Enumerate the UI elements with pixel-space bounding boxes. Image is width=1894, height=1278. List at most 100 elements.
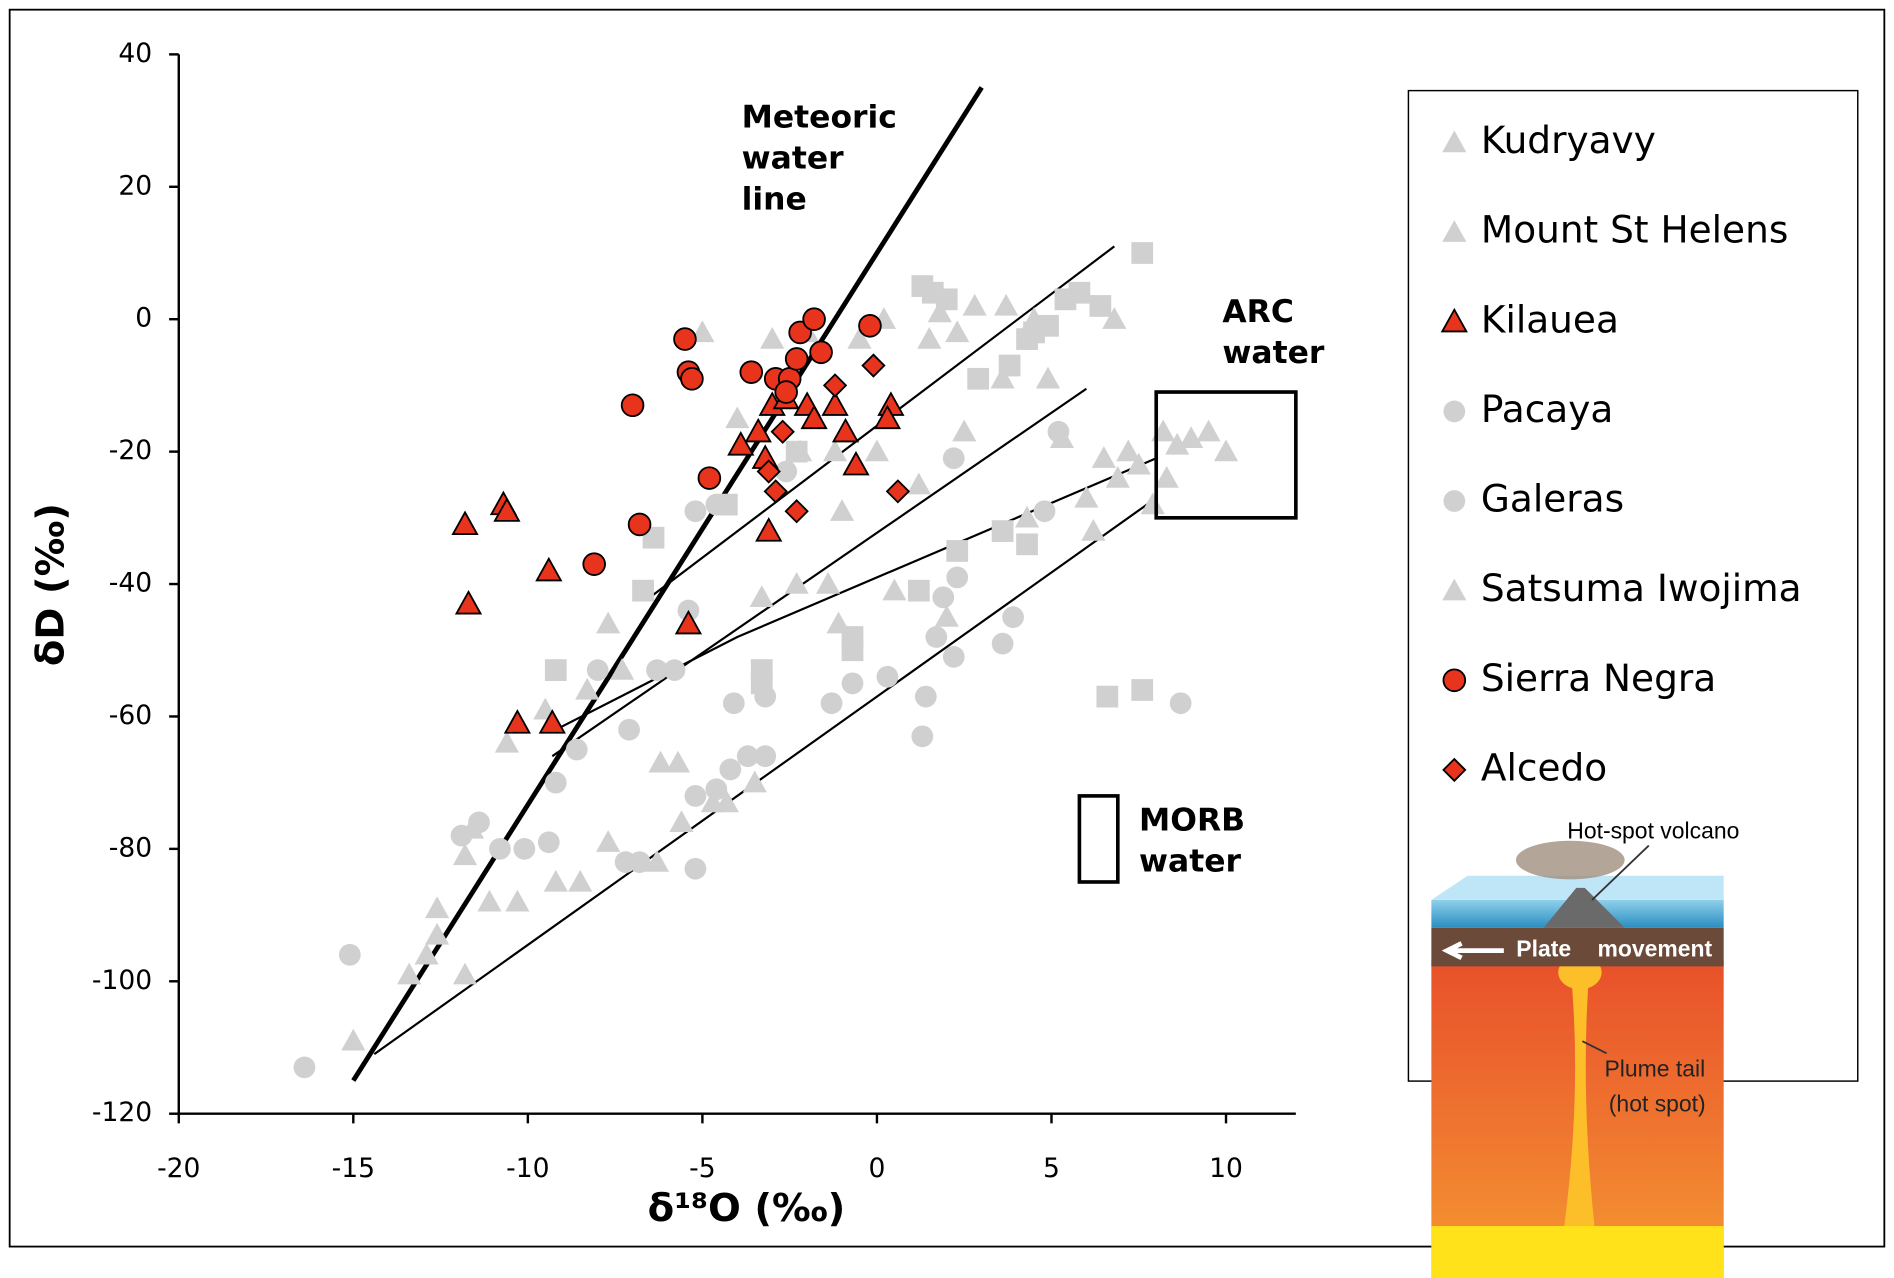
annotation: MORB <box>1139 802 1245 838</box>
y-tick-label: -20 <box>109 435 152 466</box>
point <box>946 540 969 562</box>
point <box>864 439 890 462</box>
point <box>669 810 694 833</box>
point <box>494 730 519 753</box>
point <box>990 366 1015 389</box>
legend-marker <box>1443 400 1466 423</box>
point <box>934 605 959 627</box>
legend-label: Sierra Negra <box>1481 656 1716 700</box>
point <box>544 659 567 681</box>
point <box>684 500 707 523</box>
inset-label: Plate <box>1516 936 1571 962</box>
legend-label: Galeras <box>1481 477 1624 521</box>
annotation: Meteoric <box>742 99 897 135</box>
point <box>338 943 361 966</box>
point <box>991 520 1014 542</box>
point <box>1126 452 1151 475</box>
point <box>727 431 755 456</box>
point <box>680 367 704 391</box>
y-tick-label: -60 <box>109 700 152 731</box>
point <box>906 472 931 495</box>
point <box>1074 485 1099 508</box>
point <box>998 354 1021 377</box>
point <box>1091 446 1116 468</box>
inset-label: movement <box>1597 936 1712 962</box>
point <box>684 785 707 807</box>
annotation: water <box>1139 843 1241 879</box>
point <box>513 838 536 860</box>
x-tick-label: -10 <box>506 1153 549 1184</box>
plot-area: -120 -100 -80 -60 -40 -20 0 20 40 -20 -15 -10 -5 0 5 10… <box>29 38 1802 1231</box>
point <box>543 869 568 892</box>
point <box>744 417 772 443</box>
point <box>719 758 742 781</box>
point <box>942 447 965 470</box>
point <box>1116 439 1141 462</box>
point <box>932 586 955 609</box>
x-tick-label: 0 <box>868 1153 885 1184</box>
point <box>1035 366 1061 389</box>
x-tick-label: -15 <box>332 1153 375 1184</box>
point <box>1016 533 1038 556</box>
point <box>770 419 795 444</box>
y-tick-label: -80 <box>109 832 152 863</box>
point <box>459 816 485 839</box>
ash-cloud <box>1515 840 1625 880</box>
point <box>1165 432 1190 455</box>
inset-label: Plume tail <box>1604 1055 1705 1081</box>
legend-label: Pacaya <box>1481 387 1613 431</box>
point <box>1047 420 1070 443</box>
point <box>952 419 977 442</box>
point <box>1154 466 1179 488</box>
point <box>1037 314 1059 337</box>
point <box>451 510 479 536</box>
y-tick-label: -120 <box>92 1097 152 1128</box>
point <box>861 353 886 378</box>
point <box>736 745 759 768</box>
leader <box>1581 1040 1607 1055</box>
point <box>760 326 785 349</box>
point <box>946 566 969 589</box>
inset-diagram: Hot-spot volcano Plate movement Plume ta… <box>1431 817 1739 1278</box>
point <box>994 293 1019 316</box>
point <box>876 665 899 688</box>
core <box>1431 1226 1724 1278</box>
point <box>1105 466 1130 488</box>
point <box>575 677 600 700</box>
reference-line <box>555 457 1157 731</box>
legend-marker <box>1440 307 1468 333</box>
annotation: water <box>742 140 844 176</box>
point <box>756 459 781 484</box>
y-tick-label: 0 <box>135 303 152 334</box>
point <box>1196 419 1221 442</box>
point <box>538 709 566 734</box>
point <box>829 499 855 521</box>
y-tick-label: -40 <box>109 568 152 599</box>
volcano <box>1543 887 1625 928</box>
point <box>815 571 841 594</box>
legend-marker <box>1443 490 1466 512</box>
legend-label: Kudryavy <box>1481 118 1656 162</box>
annotation-box <box>1077 794 1120 884</box>
x-tick-label: 10 <box>1209 1153 1243 1184</box>
point <box>784 347 809 371</box>
point <box>841 639 864 662</box>
point <box>644 850 670 872</box>
point <box>632 579 654 602</box>
point <box>784 571 809 594</box>
point <box>1081 518 1106 541</box>
point <box>503 709 532 734</box>
point <box>842 450 870 476</box>
point <box>722 692 745 715</box>
reference-line <box>373 497 1157 1056</box>
point <box>942 645 965 668</box>
point <box>841 672 864 695</box>
point <box>493 497 521 522</box>
point <box>414 942 439 965</box>
point <box>755 517 783 542</box>
y-tick-label: -100 <box>92 965 152 996</box>
point <box>821 391 849 416</box>
legend-marker <box>1442 220 1467 242</box>
inset-label: (hot spot) <box>1609 1090 1706 1116</box>
point <box>742 770 767 793</box>
